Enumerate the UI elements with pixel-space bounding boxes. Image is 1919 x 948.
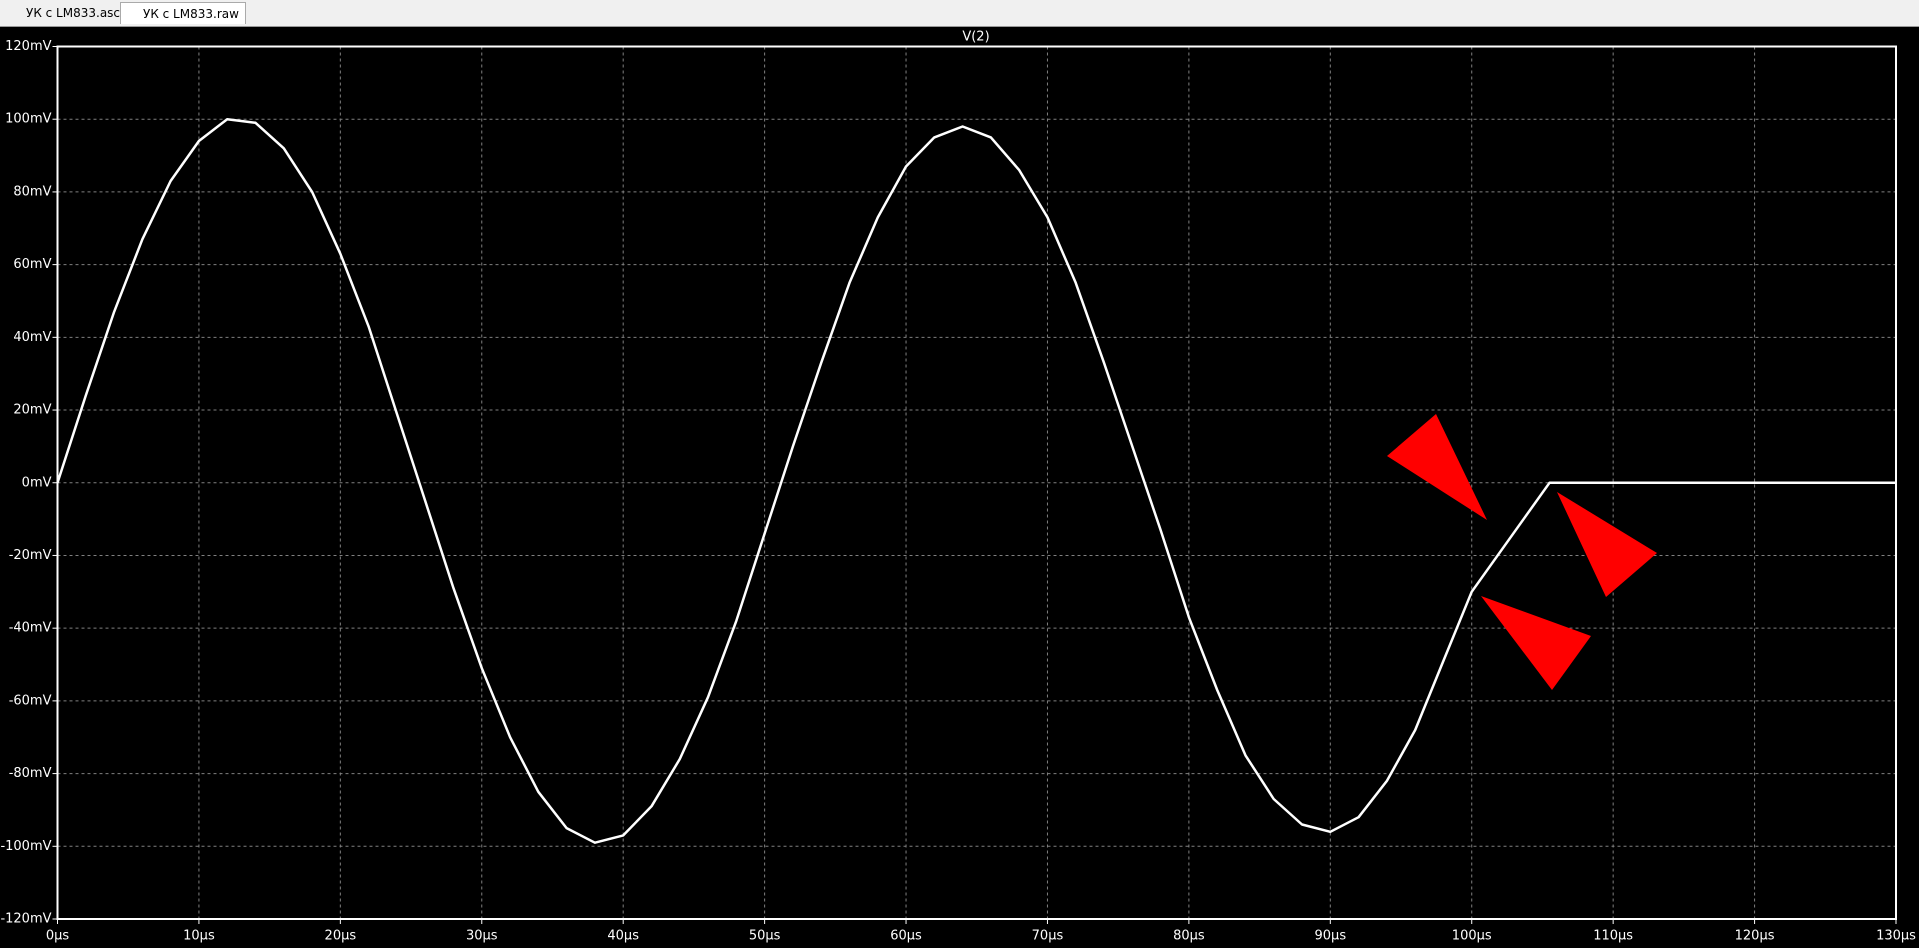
trace [56,117,1896,844]
y-tick-label: -100mV [0,839,51,854]
tab-bar: УК с LM833.asc УК с LM833.raw [0,0,1919,27]
y-tick-label: 20mV [13,403,51,418]
chart-title: V(2) [962,30,989,45]
x-tick-label: 130µs [1876,929,1916,944]
y-tick-label: -80mV [9,766,52,781]
x-tick-label: 120µs [1735,929,1775,944]
y-tick-label: -60mV [9,693,52,708]
annotation-arrow [1387,414,1487,520]
tab[interactable]: УК с LM833.asc [4,2,126,24]
x-tick-label: 60µs [890,929,922,944]
tab[interactable]: УК с LM833.raw [120,2,246,24]
y-tick-label: 100mV [5,112,51,127]
x-tick-label: 80µs [1173,929,1205,944]
y-tick-label: 0mV [22,475,52,490]
x-tick-label: 100µs [1452,929,1492,944]
x-tick-label: 90µs [1315,929,1347,944]
x-tick-label: 110µs [1593,929,1633,944]
x-tick-label: 0µs [46,929,70,944]
x-tick-label: 70µs [1032,929,1064,944]
x-tick-label: 30µs [466,929,498,944]
annotation-arrow [1481,596,1591,690]
y-tick-label: -120mV [0,912,51,927]
x-tick-label: 40µs [607,929,639,944]
y-tick-label: 80mV [13,184,51,199]
x-tick-label: 50µs [749,929,781,944]
background [0,27,1919,948]
y-tick-label: -20mV [9,548,52,563]
y-tick-label: 120mV [5,39,51,54]
y-tick-label: -40mV [9,621,52,636]
chart: V(2) -120mV -100mV -80mV -60mV -40mV -20mV 0mV… [0,27,1919,948]
x-tick-label: 10µs [183,929,215,944]
tab-label: УК с LM833.raw [143,7,239,21]
annotation-arrow [1557,492,1657,597]
tab-label: УК с LM833.asc [26,6,121,20]
y-tick-label: 40mV [13,330,51,345]
x-tick-label: 20µs [325,929,357,944]
y-tick-label: 60mV [13,257,51,272]
